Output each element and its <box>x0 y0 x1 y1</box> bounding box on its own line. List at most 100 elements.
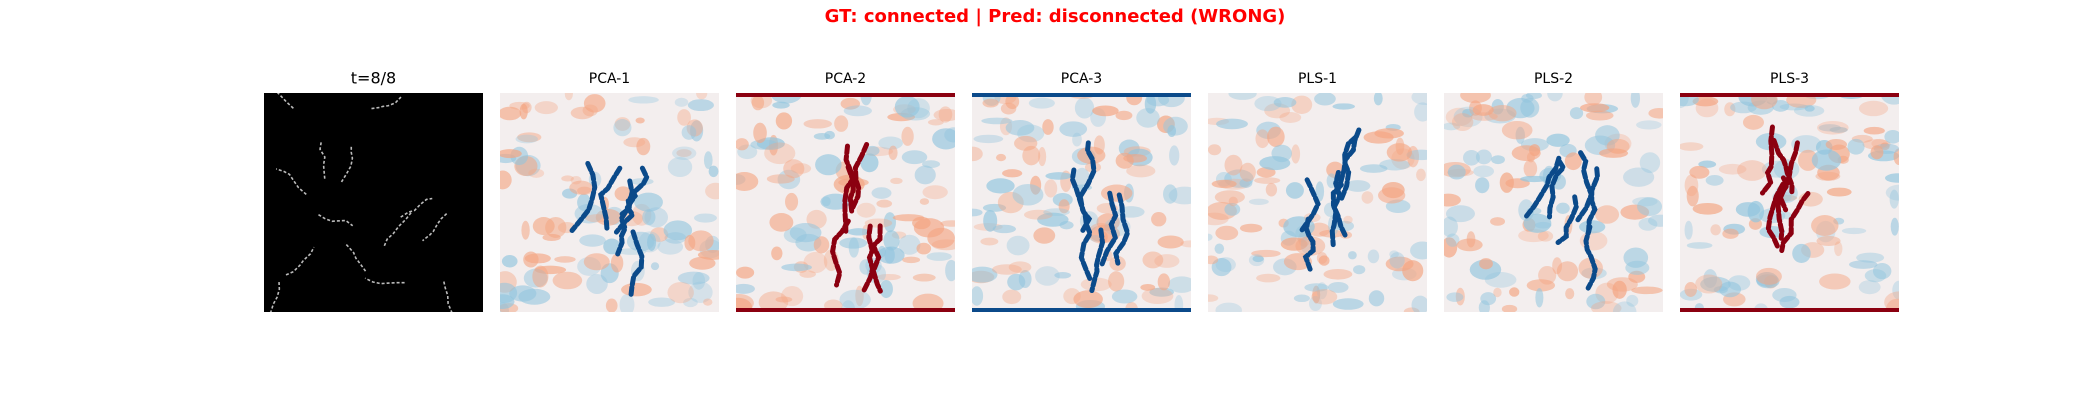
dendrite <box>371 96 402 110</box>
texture-blob <box>878 136 903 150</box>
texture-blob <box>1353 265 1366 275</box>
texture-blob <box>1343 215 1353 224</box>
texture-blob <box>1478 300 1490 312</box>
texture-blob <box>1252 255 1264 263</box>
texture-blob <box>696 93 708 100</box>
texture-blob <box>1488 104 1517 122</box>
texture-blob <box>982 98 999 108</box>
texture-blob <box>1312 285 1321 304</box>
panel-title: PCA-2 <box>825 71 866 87</box>
texture-blob <box>1149 287 1174 297</box>
texture-blob <box>1849 260 1878 269</box>
texture-blob <box>1446 292 1464 302</box>
texture-blob <box>799 270 816 278</box>
texture-blob <box>603 238 621 255</box>
texture-blob <box>703 151 713 170</box>
texture-blob <box>1547 93 1563 102</box>
texture-blob <box>518 288 551 305</box>
texture-blob <box>1315 181 1325 202</box>
feature-stroke <box>1779 191 1811 254</box>
texture-blob <box>1695 274 1723 294</box>
texture-blob <box>1373 93 1383 106</box>
texture-blob <box>883 230 900 251</box>
feature-stroke <box>569 160 598 233</box>
texture-blob <box>1395 137 1405 155</box>
texture-blob <box>1792 243 1811 264</box>
texture-blob <box>1167 125 1177 138</box>
texture-blob <box>1385 256 1414 272</box>
texture-blob <box>1318 255 1330 266</box>
texture-blob <box>1005 120 1035 136</box>
texture-blob <box>1451 113 1474 132</box>
texture-blob <box>1386 143 1413 162</box>
texture-blob <box>1595 125 1620 146</box>
texture-blob <box>1742 114 1764 130</box>
texture-blob <box>847 228 870 236</box>
texture-blob <box>992 224 1016 234</box>
texture-blob <box>1157 235 1184 249</box>
texture-blob <box>1168 186 1191 205</box>
texture-blob <box>1063 288 1081 305</box>
texture-blob <box>1479 258 1493 270</box>
texture-blob <box>1208 255 1219 265</box>
texture-blob <box>785 192 799 211</box>
texture-blob <box>1035 266 1060 286</box>
texture-blob <box>1599 148 1629 158</box>
feature-stroke <box>1302 216 1316 272</box>
texture-blob <box>1224 154 1243 176</box>
texture-blob <box>940 220 955 227</box>
texture-blob <box>1890 217 1899 236</box>
texture-blob <box>1469 259 1502 280</box>
feature-stroke <box>615 190 635 257</box>
texture-blob <box>1556 202 1570 214</box>
texture-blob <box>683 297 698 308</box>
texture-blob <box>983 209 998 232</box>
texture-blob <box>614 186 632 201</box>
texture-blob <box>848 237 859 258</box>
texture-blob <box>1444 193 1461 207</box>
texture-blob <box>1703 269 1718 289</box>
texture-blob <box>1501 304 1518 312</box>
feature-stroke <box>1765 181 1786 250</box>
texture-blob <box>927 119 944 126</box>
texture-blob <box>1863 126 1885 135</box>
texture-blob <box>708 165 719 178</box>
texture-blob <box>1606 277 1638 292</box>
texture-blob <box>888 145 898 161</box>
texture-blob <box>995 153 1007 162</box>
texture-blob <box>1473 165 1495 178</box>
texture-blob <box>1444 216 1458 238</box>
texture-blob <box>1023 209 1053 220</box>
edge-band <box>736 93 955 97</box>
texture-blob <box>1680 93 1689 109</box>
texture-blob <box>1636 120 1662 130</box>
texture-blob <box>912 293 944 312</box>
texture-blob <box>1126 164 1156 178</box>
texture-blob <box>1141 288 1174 304</box>
texture-blob <box>634 192 663 212</box>
texture-blob <box>554 256 576 263</box>
texture-blob <box>1006 235 1030 256</box>
texture-blob <box>856 202 876 218</box>
texture-blob <box>1154 254 1180 268</box>
texture-blob <box>1501 120 1533 140</box>
texture-blob <box>1157 273 1171 291</box>
texture-blob <box>1523 159 1538 178</box>
texture-blob <box>1304 283 1329 292</box>
texture-blob <box>677 109 691 126</box>
texture-blob <box>1092 105 1119 117</box>
texture-blob <box>839 289 871 310</box>
texture-blob <box>1444 237 1458 258</box>
texture-blob <box>840 97 861 110</box>
texture-blob <box>1208 294 1219 302</box>
texture-blob <box>628 96 659 104</box>
texture-blob <box>1208 212 1229 226</box>
texture-blob <box>1858 100 1889 117</box>
texture-blob <box>1648 107 1663 119</box>
texture-blob <box>1239 223 1263 233</box>
texture-blob <box>898 234 921 255</box>
feature-stroke <box>1069 167 1093 233</box>
texture-blob <box>790 163 812 174</box>
panel-title: PCA-3 <box>1061 71 1102 87</box>
texture-blob <box>1578 257 1603 279</box>
